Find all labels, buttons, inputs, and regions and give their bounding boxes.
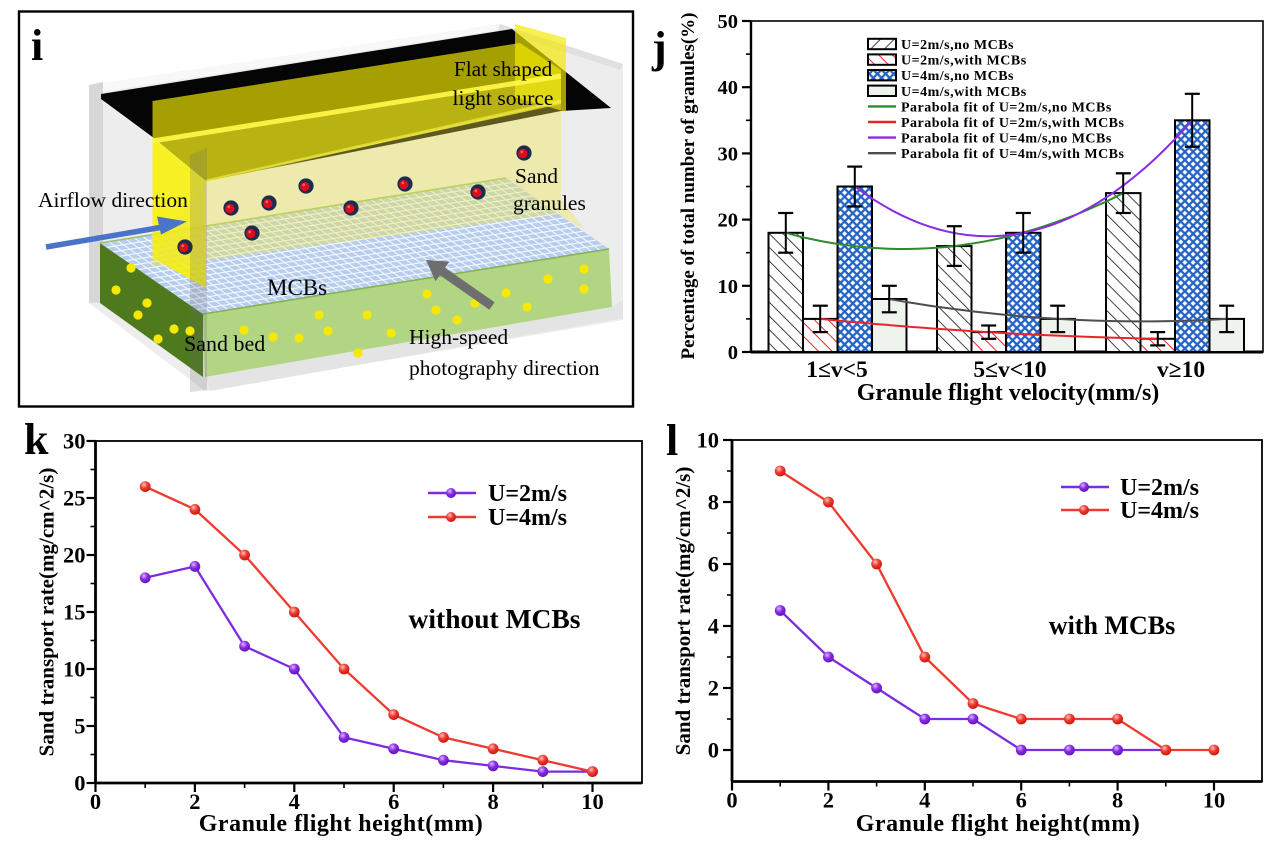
svg-text:Sand transport rate(mg/cm^2/s): Sand transport rate(mg/cm^2/s) (35, 468, 59, 757)
svg-text:10: 10 (697, 428, 720, 453)
svg-text:0: 0 (74, 771, 85, 796)
svg-text:Parabola fit of U=4m/s,with MC: Parabola fit of U=4m/s,with MCBs (901, 147, 1125, 162)
svg-text:15: 15 (63, 600, 86, 625)
svg-text:Granule flight height(mm): Granule flight height(mm) (199, 811, 483, 837)
svg-text:10: 10 (63, 657, 86, 682)
svg-text:0: 0 (708, 738, 719, 763)
svg-text:Parabola fit of U=4m/s,no MCBs: Parabola fit of U=4m/s,no MCBs (901, 132, 1112, 147)
svg-text:20: 20 (718, 210, 739, 232)
svg-text:photography direction: photography direction (409, 356, 600, 380)
svg-text:U=2m/s: U=2m/s (488, 481, 567, 507)
svg-text:2: 2 (189, 789, 200, 814)
svg-text:2: 2 (823, 788, 834, 813)
svg-text:2: 2 (708, 676, 719, 701)
svg-text:10: 10 (581, 789, 604, 814)
svg-text:j: j (651, 23, 667, 72)
svg-text:20: 20 (63, 543, 86, 568)
svg-text:10: 10 (718, 276, 739, 298)
svg-text:4: 4 (919, 788, 930, 813)
svg-text:Percentage of total number of: Percentage of total number of granules(%… (678, 12, 699, 359)
svg-text:granules: granules (513, 191, 586, 215)
svg-text:8: 8 (1112, 788, 1123, 813)
svg-text:Granule flight height(mm): Granule flight height(mm) (856, 811, 1140, 837)
svg-text:U=4m/s,no MCBs: U=4m/s,no MCBs (901, 69, 1014, 84)
svg-text:U=2m/s,with MCBs: U=2m/s,with MCBs (901, 54, 1027, 69)
svg-text:4: 4 (289, 789, 300, 814)
svg-text:U=4m/s: U=4m/s (1120, 498, 1199, 524)
svg-text:0: 0 (726, 788, 737, 813)
svg-text:k: k (24, 415, 49, 464)
svg-text:30: 30 (718, 143, 739, 165)
svg-text:without MCBs: without MCBs (409, 603, 581, 634)
svg-text:4: 4 (708, 614, 719, 639)
svg-text:U=4m/s: U=4m/s (488, 505, 567, 531)
svg-text:Sand: Sand (515, 164, 558, 188)
svg-text:U=4m/s,with MCBs: U=4m/s,with MCBs (901, 85, 1027, 100)
svg-text:30: 30 (63, 429, 86, 454)
svg-text:light source: light source (453, 86, 554, 110)
svg-text:0: 0 (728, 342, 738, 364)
svg-text:i: i (31, 21, 43, 70)
svg-text:Airflow direction: Airflow direction (38, 188, 188, 212)
svg-text:6: 6 (708, 552, 719, 577)
svg-text:50: 50 (718, 11, 739, 33)
svg-text:U=2m/s,no MCBs: U=2m/s,no MCBs (901, 38, 1014, 53)
svg-text:5: 5 (74, 714, 85, 739)
svg-text:6: 6 (388, 789, 399, 814)
svg-text:8: 8 (708, 490, 719, 515)
svg-text:25: 25 (63, 486, 86, 511)
svg-text:Parabola fit of U=2m/s,with MC: Parabola fit of U=2m/s,with MCBs (901, 116, 1125, 131)
svg-text:U=2m/s: U=2m/s (1120, 475, 1199, 501)
svg-text:Flat shaped: Flat shaped (454, 57, 553, 81)
svg-text:Sand transport rate(mg/cm^2/s): Sand transport rate(mg/cm^2/s) (671, 467, 695, 756)
svg-text:v≥10: v≥10 (1157, 357, 1205, 383)
svg-text:6: 6 (1016, 788, 1027, 813)
svg-text:High-speed: High-speed (409, 325, 508, 349)
svg-text:Sand bed: Sand bed (184, 331, 265, 356)
svg-text:MCBs: MCBs (267, 275, 327, 300)
svg-text:1≤v<5: 1≤v<5 (806, 357, 868, 383)
svg-text:Granule flight velocity(mm/s): Granule flight velocity(mm/s) (857, 380, 1160, 406)
svg-text:40: 40 (718, 77, 739, 99)
svg-text:Parabola fit of U=2m/s,no MCBs: Parabola fit of U=2m/s,no MCBs (901, 100, 1112, 115)
svg-text:l: l (666, 416, 678, 465)
svg-text:0: 0 (90, 789, 101, 814)
svg-text:5≤v<10: 5≤v<10 (973, 357, 1046, 383)
svg-text:8: 8 (487, 789, 498, 814)
svg-text:with MCBs: with MCBs (1049, 611, 1175, 640)
svg-text:10: 10 (1203, 788, 1226, 813)
